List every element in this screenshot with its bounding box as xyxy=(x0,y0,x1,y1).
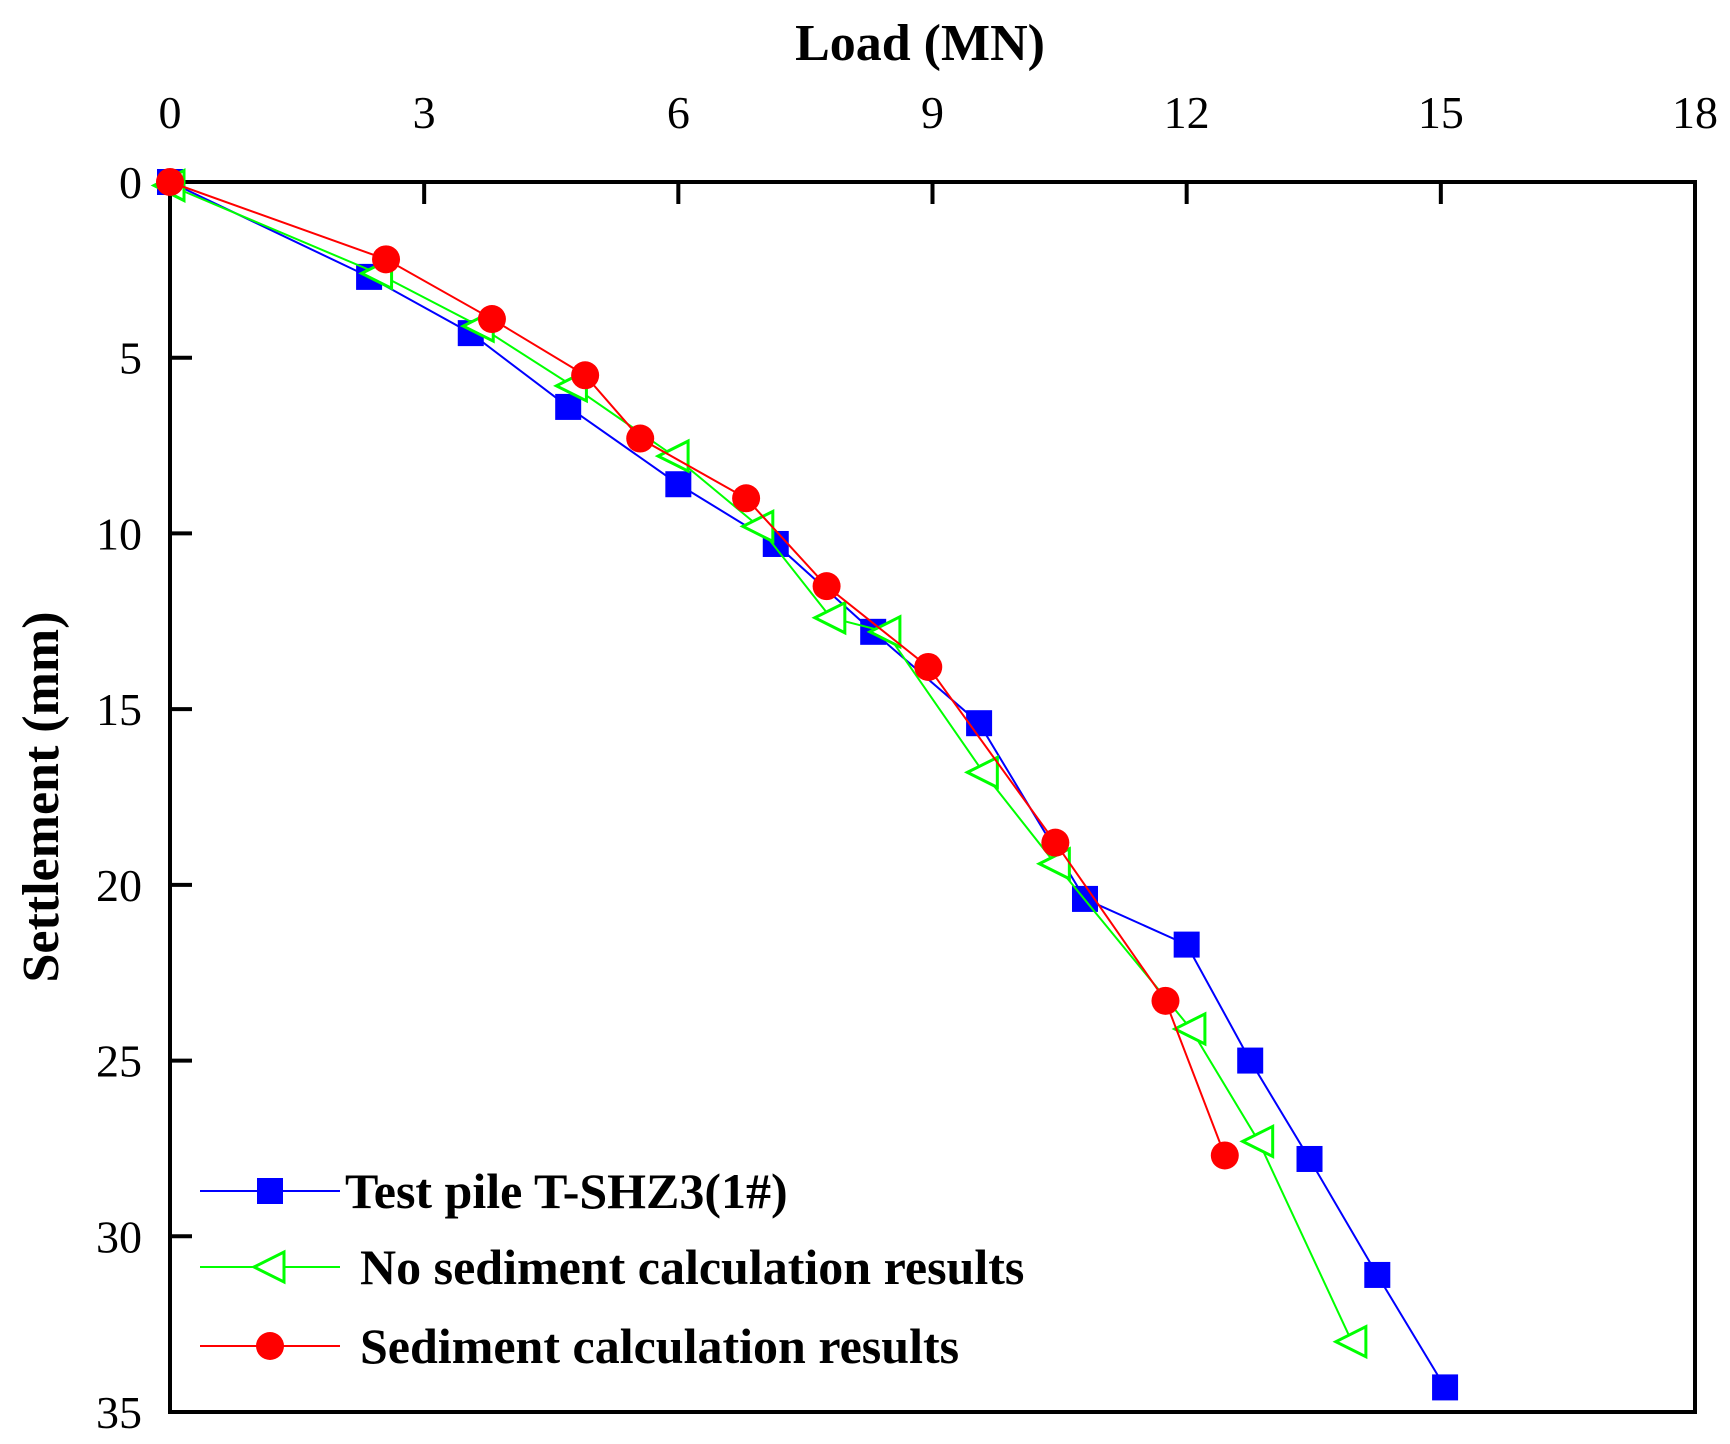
y-tick-label: 10 xyxy=(96,508,142,559)
legend-entries: Test pile T-SHZ3(1#) No sediment calculat… xyxy=(200,1163,1024,1374)
x-tick-label: 6 xyxy=(667,87,690,138)
series-line xyxy=(169,181,1226,1156)
legend-marker xyxy=(256,1332,284,1360)
data-point xyxy=(1432,1374,1459,1401)
data-point xyxy=(555,393,582,420)
data-point xyxy=(1364,1261,1391,1288)
data-point xyxy=(665,471,692,498)
x-tick-label: 18 xyxy=(1672,87,1718,138)
y-tick-label: 25 xyxy=(96,1036,142,1087)
legend: Test pile T-SHZ3(1#) No sediment calculat… xyxy=(200,1163,1024,1374)
x-tick-label: 3 xyxy=(413,87,436,138)
data-point xyxy=(477,305,506,334)
data-point xyxy=(812,572,841,601)
legend-label: Sediment calculation results xyxy=(360,1318,959,1374)
x-tick-label: 0 xyxy=(159,87,182,138)
data-point xyxy=(1332,1324,1368,1360)
legend-entry-1: No sediment calculation results xyxy=(200,1239,1024,1295)
data-point xyxy=(1151,986,1180,1015)
series-layer xyxy=(150,168,1459,1401)
data-point xyxy=(811,600,847,636)
series-2 xyxy=(156,168,1239,1170)
data-point xyxy=(963,754,999,790)
y-tick-label: 30 xyxy=(96,1211,142,1262)
y-tick-label: 15 xyxy=(96,684,142,735)
data-point xyxy=(966,710,993,737)
x-tick-label: 9 xyxy=(921,87,944,138)
data-point xyxy=(1210,1141,1239,1170)
data-point xyxy=(1041,828,1070,857)
y-tick-label: 5 xyxy=(119,333,142,384)
plot-frame xyxy=(168,180,1697,1414)
y-tick-label: 20 xyxy=(96,860,142,911)
data-point xyxy=(732,484,761,513)
x-axis-title: Load (MN) xyxy=(795,15,1045,72)
legend-label: No sediment calculation results xyxy=(360,1239,1024,1295)
legend-entry-0: Test pile T-SHZ3(1#) xyxy=(200,1163,788,1219)
y-tick-label: 35 xyxy=(96,1387,142,1438)
data-point xyxy=(626,424,655,453)
data-point xyxy=(1173,931,1200,958)
data-point xyxy=(372,245,401,274)
legend-marker xyxy=(250,1249,286,1285)
data-point xyxy=(914,652,943,681)
data-point xyxy=(1171,1011,1207,1047)
data-point xyxy=(571,361,600,390)
y-axis-title: Settlement (mm) xyxy=(13,611,70,982)
legend-label: Test pile T-SHZ3(1#) xyxy=(345,1163,788,1219)
data-point xyxy=(156,168,184,196)
data-point xyxy=(1296,1145,1323,1172)
x-tick-label: 12 xyxy=(1164,87,1210,138)
y-tick-label: 0 xyxy=(119,157,142,208)
tick-layer: 0 3 6 9 12 15 18 0 5 10 15 20 25 30 35 xyxy=(96,87,1718,1438)
data-point xyxy=(1239,1123,1275,1159)
data-point xyxy=(1237,1047,1264,1074)
legend-marker xyxy=(257,1178,283,1204)
x-tick-label: 15 xyxy=(1418,87,1464,138)
legend-entry-2: Sediment calculation results xyxy=(200,1318,959,1374)
